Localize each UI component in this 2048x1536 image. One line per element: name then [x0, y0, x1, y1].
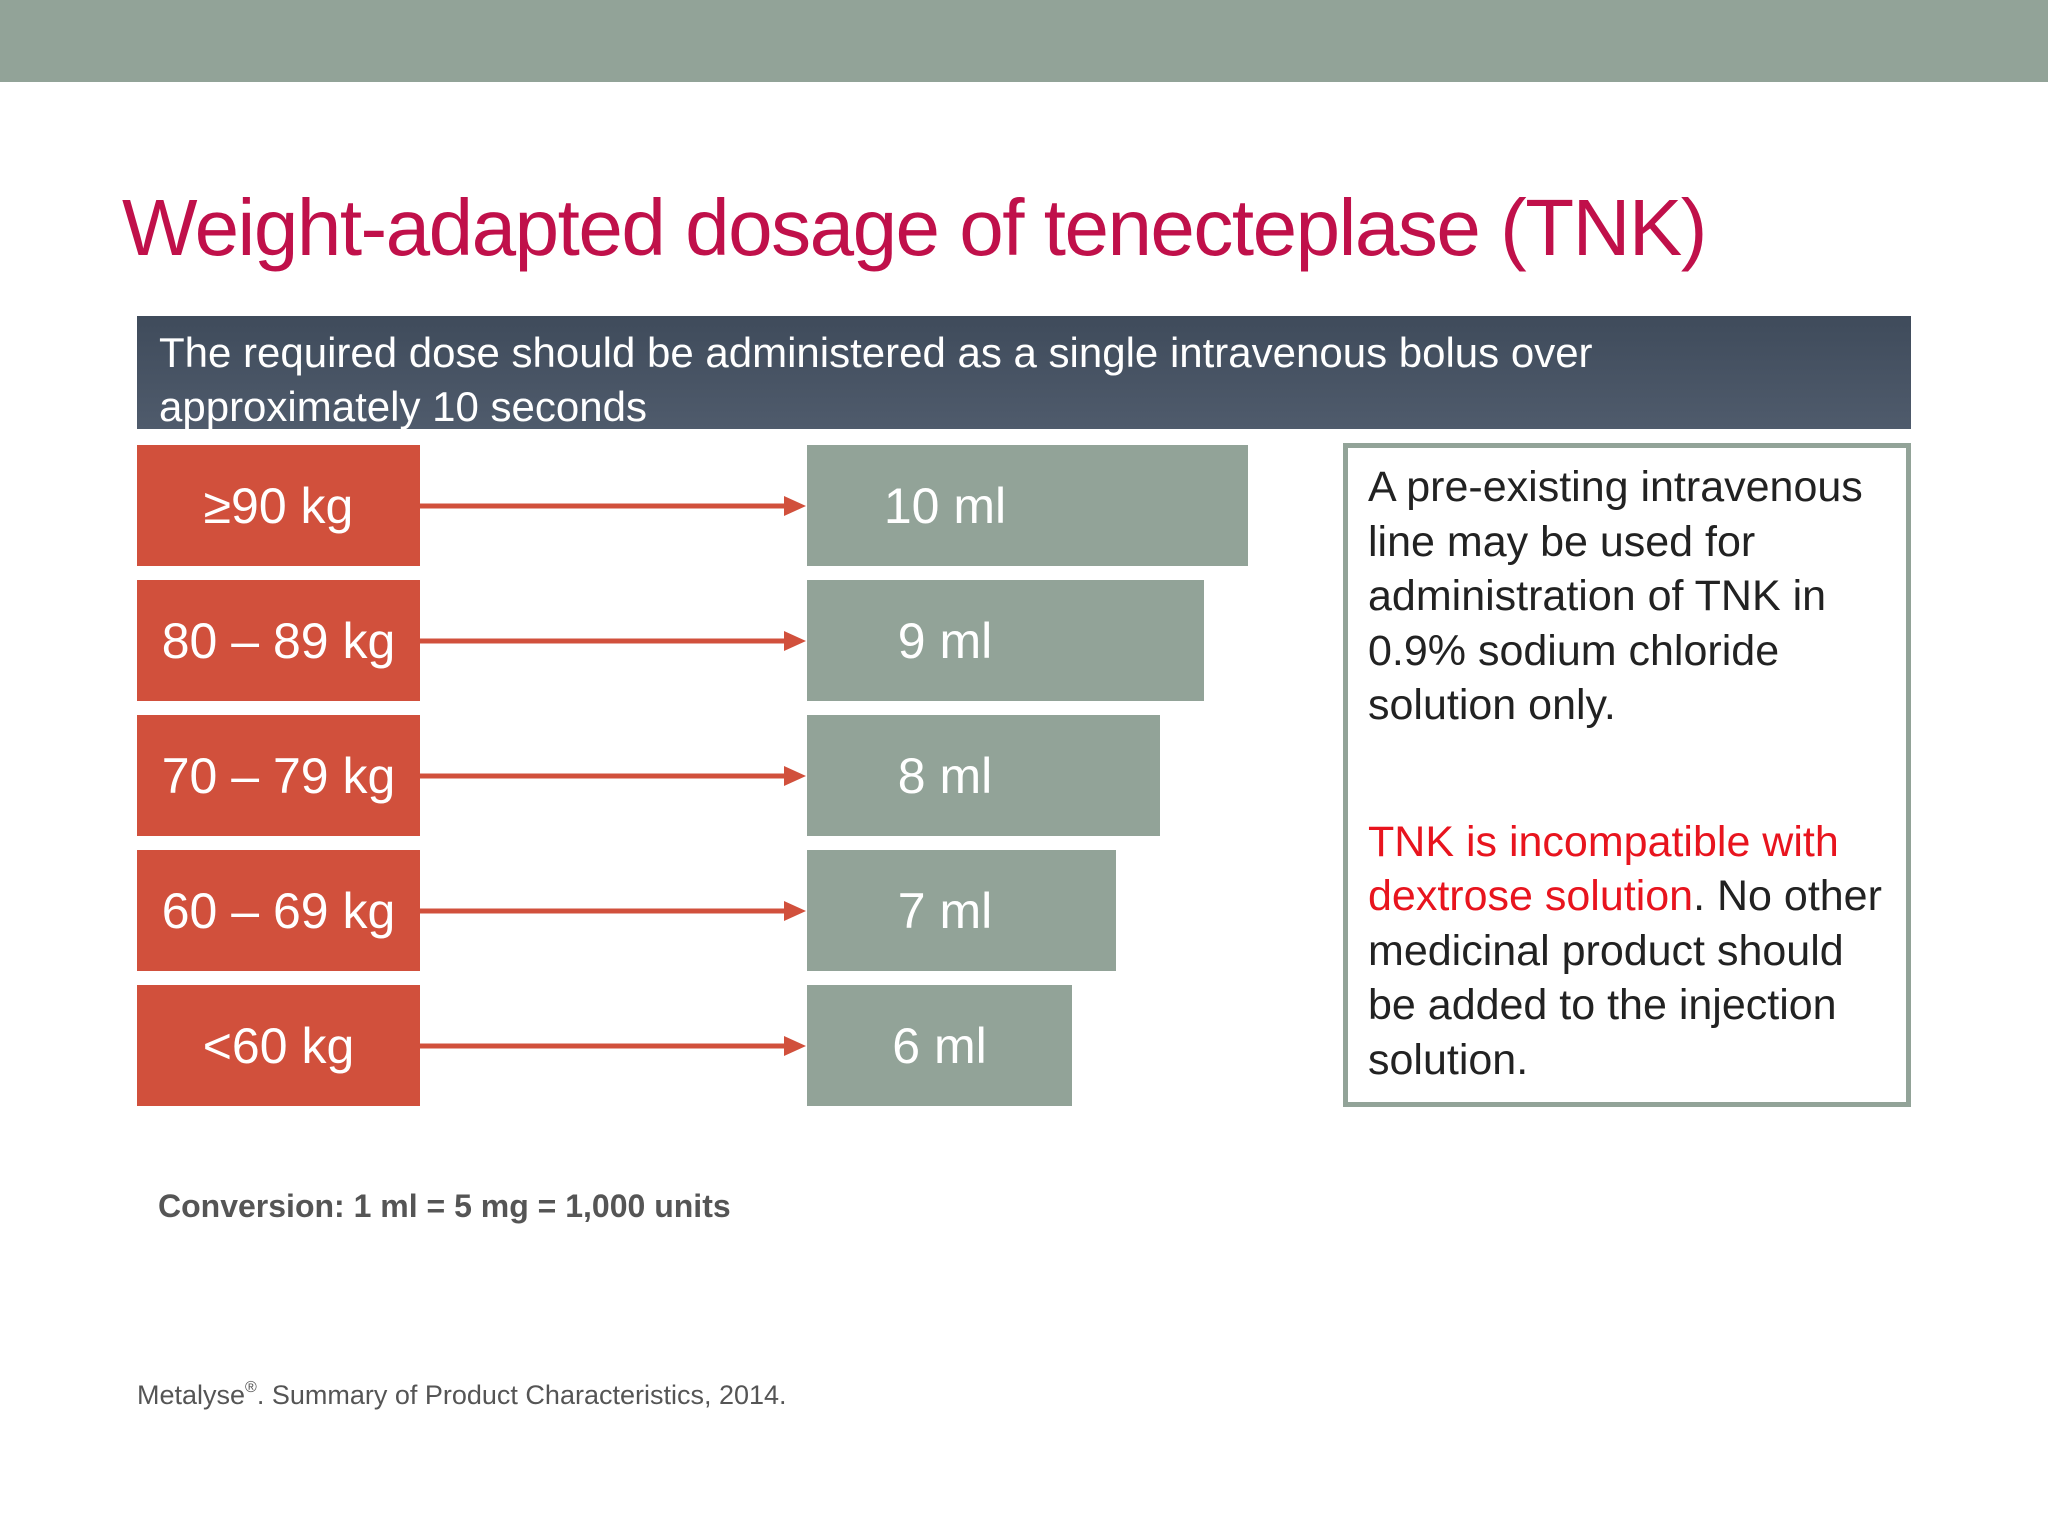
volume-box: 6 ml	[807, 985, 1072, 1106]
weight-box: 80 – 89 kg	[137, 580, 420, 701]
weight-box: ≥90 kg	[137, 445, 420, 566]
volume-label: 8 ml	[897, 747, 993, 804]
volume-box: 8 ml	[807, 715, 1160, 836]
volume-label: 9 ml	[897, 612, 993, 669]
administration-banner: The required dose should be administered…	[137, 316, 1911, 430]
weight-box: 60 – 69 kg	[137, 850, 420, 971]
reference-brand: Metalyse	[137, 1380, 246, 1410]
header-bar	[0, 0, 2048, 82]
arrow-icon	[420, 901, 806, 921]
volume-box: 10 ml	[807, 445, 1248, 566]
registered-mark: ®	[245, 1379, 257, 1396]
reference-citation: Metalyse®. Summary of Product Characteri…	[137, 1380, 787, 1411]
weight-box: 70 – 79 kg	[137, 715, 420, 836]
volume-label: 6 ml	[892, 1017, 987, 1074]
arrow-icon	[420, 1036, 806, 1056]
reference-text: . Summary of Product Characteristics, 20…	[256, 1380, 787, 1410]
arrow-icon	[420, 766, 806, 786]
arrow-icon	[420, 496, 806, 516]
conversion-note: Conversion: 1 ml = 5 mg = 1,000 units	[158, 1188, 731, 1224]
volume-label: 10 ml	[883, 477, 1007, 534]
volume-box: 7 ml	[807, 850, 1116, 971]
volume-label: 7 ml	[897, 882, 993, 939]
banner-line-1: The required dose should be administered…	[159, 329, 1593, 376]
incompatibility-warning: TNK is incompatible with dextrose soluti…	[1368, 817, 1839, 921]
note-paragraph-rest: . No other medicinal product should be a…	[1368, 872, 1882, 1084]
banner-line-2: approximately 10 seconds	[159, 383, 647, 430]
administration-note: A pre-existing intravenous line may be u…	[1343, 443, 1911, 1107]
arrow-icon	[420, 631, 806, 651]
slide-title: Weight-adapted dosage of tenecteplase (T…	[122, 183, 1707, 272]
note-paragraph-incompatibility: TNK is incompatible with dextrose soluti…	[1368, 815, 1890, 1088]
volume-box: 9 ml	[807, 580, 1204, 701]
weight-box: <60 kg	[137, 985, 420, 1106]
note-paragraph-compatibility: A pre-existing intravenous line may be u…	[1368, 463, 1863, 729]
